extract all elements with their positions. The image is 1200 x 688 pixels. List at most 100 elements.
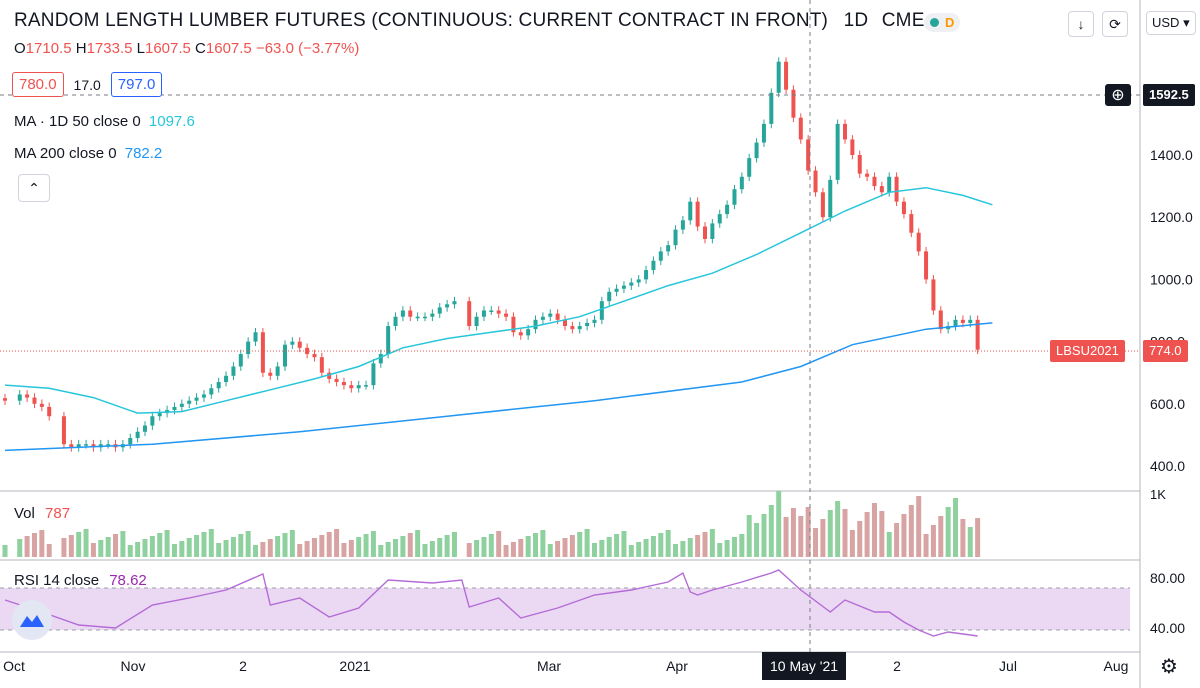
candle-body bbox=[415, 316, 420, 319]
candle-body bbox=[319, 357, 324, 373]
volume-bar bbox=[628, 545, 634, 557]
time-tick-label: 2 bbox=[239, 658, 247, 674]
candle-body bbox=[393, 316, 398, 327]
candle-body bbox=[651, 260, 656, 271]
volume-bar bbox=[253, 545, 259, 557]
ask-button[interactable]: 797.0 bbox=[110, 72, 163, 97]
replay-icon[interactable]: ⟳ bbox=[1102, 11, 1128, 37]
volume-bar bbox=[636, 542, 642, 557]
volume-bar bbox=[135, 542, 141, 557]
volume-bar bbox=[540, 530, 546, 557]
volume-bar bbox=[621, 531, 627, 557]
price-tick-label: 1000.0 bbox=[1150, 271, 1193, 287]
currency-label: USD bbox=[1152, 15, 1180, 30]
volume-bar bbox=[31, 533, 37, 557]
candle-body bbox=[275, 366, 280, 376]
volume-bar bbox=[606, 537, 612, 557]
candle-body bbox=[938, 310, 943, 330]
candle-body bbox=[511, 316, 516, 333]
candle-body bbox=[828, 179, 833, 218]
volume-bar bbox=[105, 537, 111, 557]
price-tick-label: 600.0 bbox=[1150, 396, 1185, 412]
volume-bar bbox=[17, 539, 23, 557]
candle-body bbox=[887, 176, 892, 193]
candle-body bbox=[540, 316, 545, 320]
currency-select[interactable]: USD ▾ bbox=[1146, 11, 1196, 35]
candle-body bbox=[341, 382, 346, 386]
ma200-legend[interactable]: MA 200 close 0 782.2 bbox=[14, 145, 162, 162]
candle-body bbox=[614, 288, 619, 292]
volume-bar bbox=[709, 529, 715, 557]
chevron-up-icon: ⌃ bbox=[28, 179, 40, 196]
candle-body bbox=[577, 326, 582, 330]
volume-legend[interactable]: Vol 787 bbox=[14, 505, 70, 522]
volume-bar bbox=[754, 523, 760, 557]
volume-bar bbox=[267, 539, 273, 557]
candle-body bbox=[924, 251, 929, 280]
candle-body bbox=[290, 341, 295, 345]
volume-bar bbox=[746, 515, 752, 557]
settings-gear-icon[interactable]: ⚙ bbox=[1160, 656, 1178, 678]
candle-body bbox=[17, 394, 22, 401]
volume-bar bbox=[864, 512, 870, 557]
candle-body bbox=[135, 431, 140, 439]
volume-bar bbox=[960, 519, 966, 557]
candle-body bbox=[813, 170, 818, 193]
candle-body bbox=[533, 319, 538, 330]
symbol-title[interactable]: RANDOM LENGTH LUMBER FUTURES (CONTINUOUS… bbox=[14, 10, 829, 31]
candle-body bbox=[356, 385, 361, 389]
candle-body bbox=[791, 89, 796, 118]
time-tick-label: Jul bbox=[999, 658, 1017, 674]
download-icon[interactable]: ↓ bbox=[1068, 11, 1094, 37]
candle-body bbox=[666, 245, 671, 252]
rsi-legend[interactable]: RSI 14 close 78.62 bbox=[14, 572, 147, 589]
candle-body bbox=[798, 117, 803, 140]
open-value: 1710.5 bbox=[25, 40, 72, 57]
candle-body bbox=[47, 406, 52, 417]
tradingview-logo-icon[interactable] bbox=[12, 600, 52, 640]
candle-body bbox=[688, 201, 693, 221]
volume-bar bbox=[275, 536, 281, 557]
volume-bar bbox=[562, 538, 568, 557]
volume-bar bbox=[871, 503, 877, 557]
ma50-legend[interactable]: MA · 1D 50 close 0 1097.6 bbox=[14, 113, 195, 130]
volume-bar bbox=[356, 537, 362, 557]
volume-bar bbox=[245, 531, 251, 557]
collapse-legend-button[interactable]: ⌃ bbox=[18, 174, 50, 202]
crosshair-date-value: 10 May '21 bbox=[770, 658, 839, 674]
candle-body bbox=[84, 444, 89, 446]
crosshair-price-tag: 1592.5 bbox=[1143, 84, 1195, 106]
volume-bar bbox=[24, 536, 30, 557]
volume-bar bbox=[599, 540, 605, 557]
price-series-group bbox=[3, 57, 980, 452]
logo-glyph-icon bbox=[20, 615, 44, 627]
candle-body bbox=[187, 400, 192, 404]
rsi-tick-label: 80.00 bbox=[1150, 570, 1185, 586]
candle-body bbox=[761, 123, 766, 143]
volume-bar bbox=[533, 533, 539, 557]
volume-bar bbox=[886, 532, 892, 557]
candle-body bbox=[378, 354, 383, 364]
candle-body bbox=[916, 232, 921, 252]
market-status: D bbox=[924, 13, 961, 32]
rsi-line bbox=[4, 569, 978, 637]
volume-bar bbox=[555, 541, 561, 557]
change-value: −63.0 (−3.77%) bbox=[255, 40, 360, 57]
interval-label[interactable]: 1D bbox=[843, 10, 869, 31]
candle-body bbox=[636, 279, 641, 283]
candle-body bbox=[216, 382, 221, 389]
candle-body bbox=[739, 176, 744, 190]
candle-body bbox=[599, 301, 604, 320]
candle-body bbox=[150, 416, 155, 426]
volume-bar bbox=[894, 523, 900, 557]
candle-body bbox=[776, 61, 781, 93]
candle-body bbox=[496, 310, 501, 314]
bid-button[interactable]: 780.0 bbox=[12, 72, 64, 97]
ma50-line bbox=[4, 186, 993, 414]
candle-body bbox=[865, 173, 870, 177]
add-alert-icon[interactable]: ⊕ bbox=[1105, 84, 1131, 106]
open-label: O bbox=[14, 40, 26, 57]
volume-bar bbox=[186, 538, 192, 557]
volume-bar bbox=[474, 540, 480, 557]
